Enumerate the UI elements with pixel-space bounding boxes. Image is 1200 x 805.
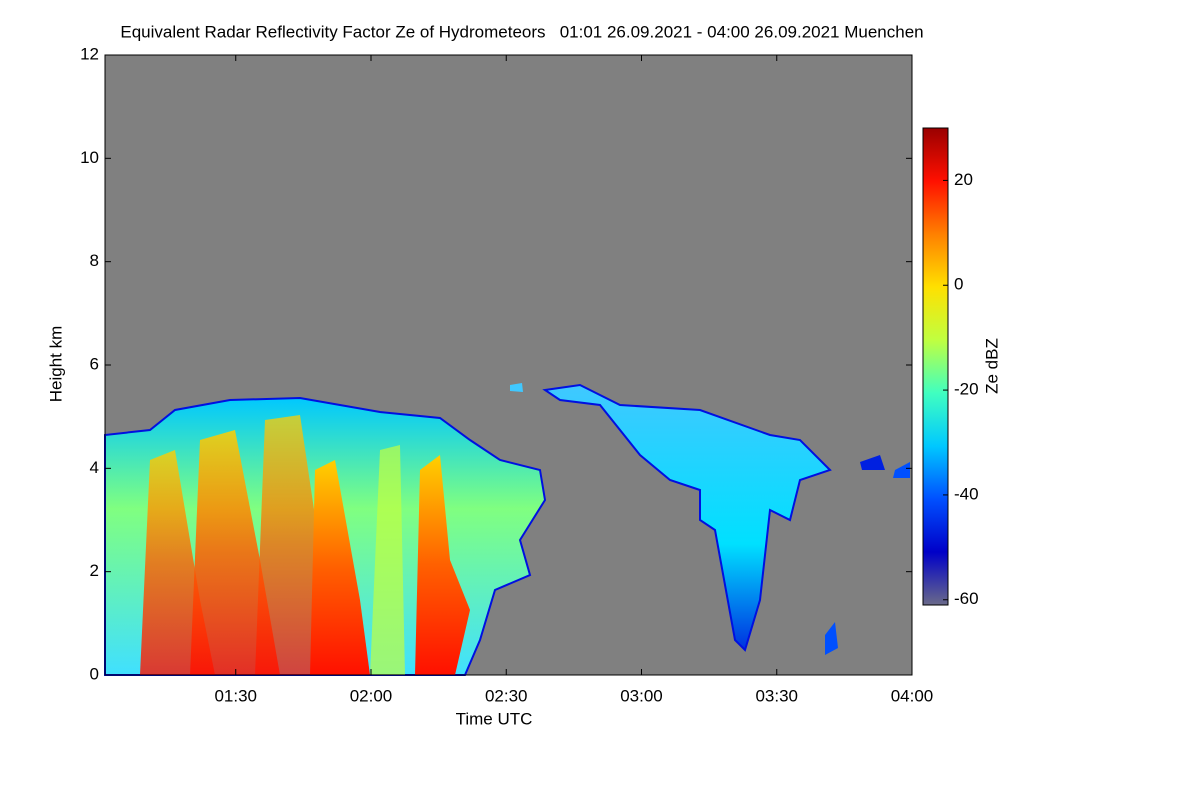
y-axis-label: Height km	[46, 326, 65, 403]
chart-title: Equivalent Radar Reflectivity Factor Ze …	[120, 22, 923, 41]
colorbar-tick-label: -60	[954, 589, 979, 608]
colorbar-tick-label: 0	[954, 275, 963, 294]
colorbar-label: Ze dBZ	[982, 338, 1001, 394]
y-tick-label: 4	[90, 458, 99, 477]
y-tick-label: 8	[90, 251, 99, 270]
x-axis-label: Time UTC	[456, 709, 533, 728]
x-tick-label: 02:30	[485, 686, 528, 705]
echo-field	[104, 383, 910, 676]
colorbar-tick-label: 20	[954, 170, 973, 189]
colorbar	[922, 127, 949, 606]
y-tick-label: 10	[80, 148, 99, 167]
colorbar-tick-label: -20	[954, 380, 979, 399]
x-tick-label: 03:30	[755, 686, 798, 705]
x-tick-label: 04:00	[891, 686, 934, 705]
y-tick-label: 0	[90, 664, 99, 683]
y-tick-label: 6	[90, 354, 99, 373]
x-tick-label: 01:30	[214, 686, 257, 705]
colorbar-tick-label: -40	[954, 484, 979, 503]
x-tick-label: 02:00	[350, 686, 393, 705]
y-tick-label: 2	[90, 561, 99, 580]
x-tick-label: 03:00	[620, 686, 663, 705]
y-tick-label: 12	[80, 44, 99, 63]
